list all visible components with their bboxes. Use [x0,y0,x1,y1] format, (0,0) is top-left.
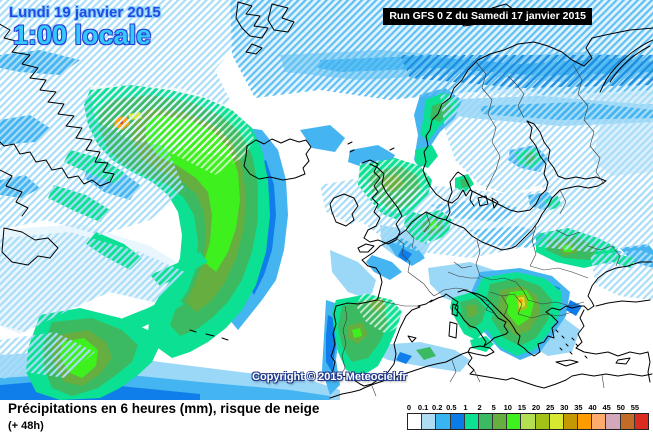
legend-tick-label: 15 [517,403,527,412]
legend-swatch [507,414,522,429]
map-caption-leadtime: (+ 48h) [8,420,44,432]
legend-swatch [521,414,536,429]
legend-tick-label: 0.1 [417,403,429,412]
legend-tick-label: 0.5 [446,403,457,412]
model-run-label: Run GFS 0 Z du Samedi 17 janvier 2015 [383,8,592,25]
legend-tick-label: 0.2 [432,403,443,412]
legend-swatch [464,414,479,429]
legend-tick-label: 55 [630,403,640,412]
legend-swatch [408,414,423,429]
legend-swatch [563,414,579,429]
legend-swatch [634,414,648,429]
legend-tick-label: 5 [491,403,496,412]
country-borders [339,61,621,397]
legend-tick-label: 10 [503,403,512,412]
legend-tick-label: 45 [602,403,611,412]
legend-tick-label: 40 [588,403,597,412]
precipitation-legend: 0 0.1 0.2 0.5 1 2 5 10 15 20 25 30 35 40 45 50 55 [407,403,651,430]
forecast-map-svg [0,0,653,400]
legend-tick-label: 25 [546,403,555,412]
map-caption: Précipitations en 6 heures (mm), risque … [8,401,320,416]
legend-swatch [606,414,621,429]
forecast-map-image[interactable] [0,0,653,400]
legend-tick-label: 30 [560,403,569,412]
copyright-watermark: Copyright © 2015 Meteociel.fr [252,371,407,383]
legend-tick-label: 20 [531,403,541,412]
legend-tick-labels: 0 0.1 0.2 0.5 1 2 5 10 15 20 25 30 35 40 45 50 55 [407,403,651,412]
legend-swatch [493,414,508,429]
legend-tick-label: 1 [463,403,468,412]
legend-tick-label: 50 [616,403,625,412]
legend-swatch [436,414,451,429]
legend-swatch [578,414,593,429]
legend-swatch [620,414,635,429]
legend-swatch [478,414,494,429]
legend-swatch [535,414,550,429]
legend-swatch [422,414,437,429]
legend-tick-label: 35 [574,403,583,412]
legend-swatch [592,414,607,429]
legend-tick-label: 2 [477,403,482,412]
legend-tick-label: 0 [406,403,412,412]
legend-swatch [549,414,564,429]
legend-swatch [450,414,465,429]
legend-color-scale [407,413,649,430]
